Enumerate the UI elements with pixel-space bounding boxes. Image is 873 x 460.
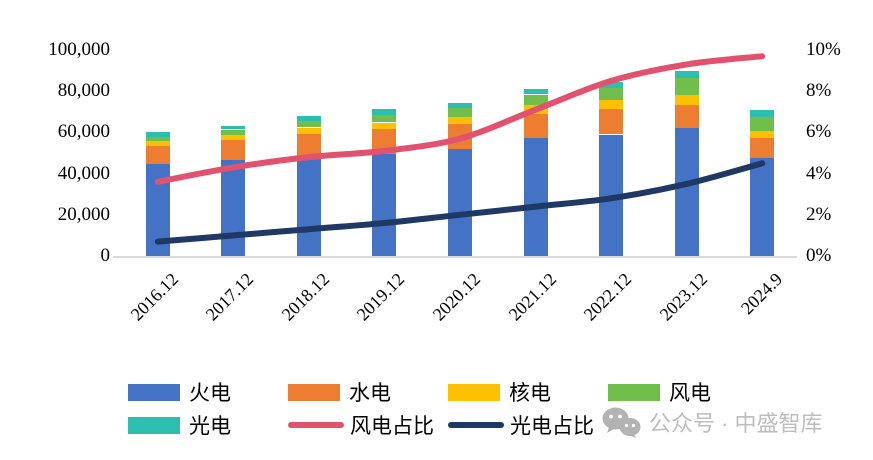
bar-segment-hydro-2018.12 <box>296 133 321 157</box>
legend-swatch-solar-share <box>448 422 504 428</box>
y-axis-right-tick: 2% <box>806 203 832 225</box>
bar-segment-solar-2017.12 <box>221 126 246 130</box>
bar-segment-hydro-2024.9 <box>750 137 775 159</box>
bar-segment-hydro-2023.12 <box>674 104 699 129</box>
legend-label-thermal: 火电 <box>189 381 231 405</box>
bar-segment-solar-2023.12 <box>674 70 699 79</box>
y-axis-left-tick: 0 <box>100 245 111 266</box>
legend-swatch-wind <box>608 383 660 401</box>
legend-swatch-thermal <box>128 383 180 401</box>
legend-item-wind-share[interactable]: 风电占比 <box>288 414 434 438</box>
bar-segment-solar-2021.12 <box>523 89 548 95</box>
bar-segment-nuclear-2024.9 <box>750 131 775 138</box>
bar-segment-thermal-2020.12 <box>448 148 472 256</box>
legend-swatch-solar <box>128 416 180 434</box>
legend-label-solar: 光电 <box>189 414 231 438</box>
bar-segment-thermal-2019.12 <box>372 154 397 256</box>
bar-segment-solar-2024.9 <box>750 109 775 117</box>
bar-segment-nuclear-2016.12 <box>145 141 170 146</box>
bar-segment-nuclear-2017.12 <box>221 134 246 140</box>
x-axis-label-2024.9: 2024.9 <box>737 269 787 319</box>
y-axis-right-tick: 4% <box>806 162 832 184</box>
y-axis-left-tick: 60,000 <box>57 121 110 143</box>
watermark-text: 公众号 · 中盛智库 <box>649 411 823 436</box>
x-axis-label-2017.12: 2017.12 <box>201 269 258 325</box>
bar-segment-thermal-2023.12 <box>674 128 699 256</box>
bar-segment-thermal-2024.9 <box>750 158 775 256</box>
x-axis-label-2019.12: 2019.12 <box>353 269 409 325</box>
bar-segment-wind-2021.12 <box>523 94 548 106</box>
bar-segment-thermal-2017.12 <box>221 160 246 256</box>
y-axis-left-tick: 100,000 <box>48 39 110 60</box>
y-axis-right-tick: 6% <box>806 121 832 143</box>
bar-segment-wind-2020.12 <box>448 108 472 117</box>
y-axis-left-tick: 20,000 <box>57 203 110 225</box>
bar-segment-hydro-2019.12 <box>372 129 397 154</box>
bar-segment-solar-2022.12 <box>599 81 624 89</box>
bar-segment-solar-2020.12 <box>448 103 472 108</box>
x-axis-label-2023.12: 2023.12 <box>655 269 711 325</box>
bar-segment-hydro-2022.12 <box>599 108 624 135</box>
y-axis-right-tick: 0% <box>806 245 832 266</box>
bar-segment-hydro-2017.12 <box>221 139 246 161</box>
y-axis-left-tick: 80,000 <box>57 80 110 102</box>
bar-segment-thermal-2018.12 <box>296 156 321 256</box>
bar-segment-solar-2019.12 <box>372 108 397 115</box>
bar-segment-nuclear-2018.12 <box>296 127 321 134</box>
legend-label-hydro: 水电 <box>349 381 391 405</box>
legend-item-solar[interactable]: 光电 <box>128 414 231 438</box>
y-axis-left-tick: 40,000 <box>57 162 110 184</box>
x-axis-line <box>113 256 797 258</box>
bar-segment-wind-2023.12 <box>674 78 699 96</box>
legend-item-wind[interactable]: 风电 <box>608 381 711 405</box>
watermark: 公众号 · 中盛智库 <box>601 406 823 438</box>
bar-segment-hydro-2016.12 <box>145 145 170 165</box>
legend-item-nuclear[interactable]: 核电 <box>448 381 551 405</box>
legend-swatch-hydro <box>288 383 340 401</box>
bar-segment-wind-2022.12 <box>599 88 624 100</box>
bar-segment-wind-2016.12 <box>145 136 170 142</box>
bar-segment-solar-2016.12 <box>145 132 170 137</box>
legend-item-solar-share[interactable]: 光电占比 <box>448 414 594 438</box>
legend-label-wind-share: 风电占比 <box>350 414 434 438</box>
legend-item-hydro[interactable]: 水电 <box>288 381 391 405</box>
legend-label-nuclear: 核电 <box>509 381 551 405</box>
legend-label-solar-share: 光电占比 <box>510 414 594 438</box>
wechat-icon <box>602 407 641 438</box>
bar-segment-hydro-2021.12 <box>523 113 548 138</box>
bar-segment-thermal-2021.12 <box>523 137 548 256</box>
x-axis-label-2018.12: 2018.12 <box>277 269 334 325</box>
y-axis-right-tick: 8% <box>806 80 832 102</box>
x-axis-label-2016.12: 2016.12 <box>126 269 182 325</box>
x-axis-label-2020.12: 2020.12 <box>428 269 485 325</box>
bar-segment-thermal-2022.12 <box>599 134 624 256</box>
legend-label-wind: 风电 <box>669 381 711 405</box>
legend-swatch-nuclear <box>448 383 500 401</box>
legend-item-thermal[interactable]: 火电 <box>128 381 231 405</box>
bar-segment-wind-2017.12 <box>221 129 246 135</box>
bar-segment-wind-2024.9 <box>750 116 775 131</box>
bar-segment-nuclear-2019.12 <box>372 122 397 130</box>
x-axis-label-2022.12: 2022.12 <box>579 269 636 325</box>
x-axis-label-2021.12: 2021.12 <box>504 269 560 325</box>
bar-segment-wind-2019.12 <box>372 114 397 123</box>
legend-swatch-wind-share <box>288 422 344 428</box>
bar-segment-wind-2018.12 <box>296 120 321 128</box>
bar-segment-nuclear-2022.12 <box>599 99 624 109</box>
bar-segment-nuclear-2020.12 <box>448 116 472 125</box>
bar-segment-hydro-2020.12 <box>448 124 472 149</box>
bar-segment-nuclear-2023.12 <box>674 95 699 105</box>
bar-segment-thermal-2016.12 <box>145 164 170 256</box>
y-axis-right-tick: 10% <box>806 39 841 60</box>
bar-segment-nuclear-2021.12 <box>523 105 548 114</box>
bar-segment-solar-2018.12 <box>296 115 321 121</box>
